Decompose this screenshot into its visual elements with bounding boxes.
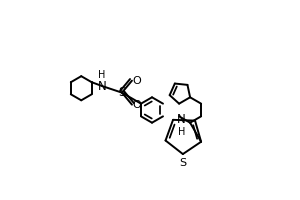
Text: S: S xyxy=(179,158,186,168)
Text: S: S xyxy=(118,86,126,99)
Text: H: H xyxy=(178,127,185,137)
Text: N: N xyxy=(177,113,186,126)
Text: O: O xyxy=(133,76,141,86)
Text: H: H xyxy=(98,70,106,80)
Text: N: N xyxy=(98,80,106,93)
Text: O: O xyxy=(133,100,141,110)
